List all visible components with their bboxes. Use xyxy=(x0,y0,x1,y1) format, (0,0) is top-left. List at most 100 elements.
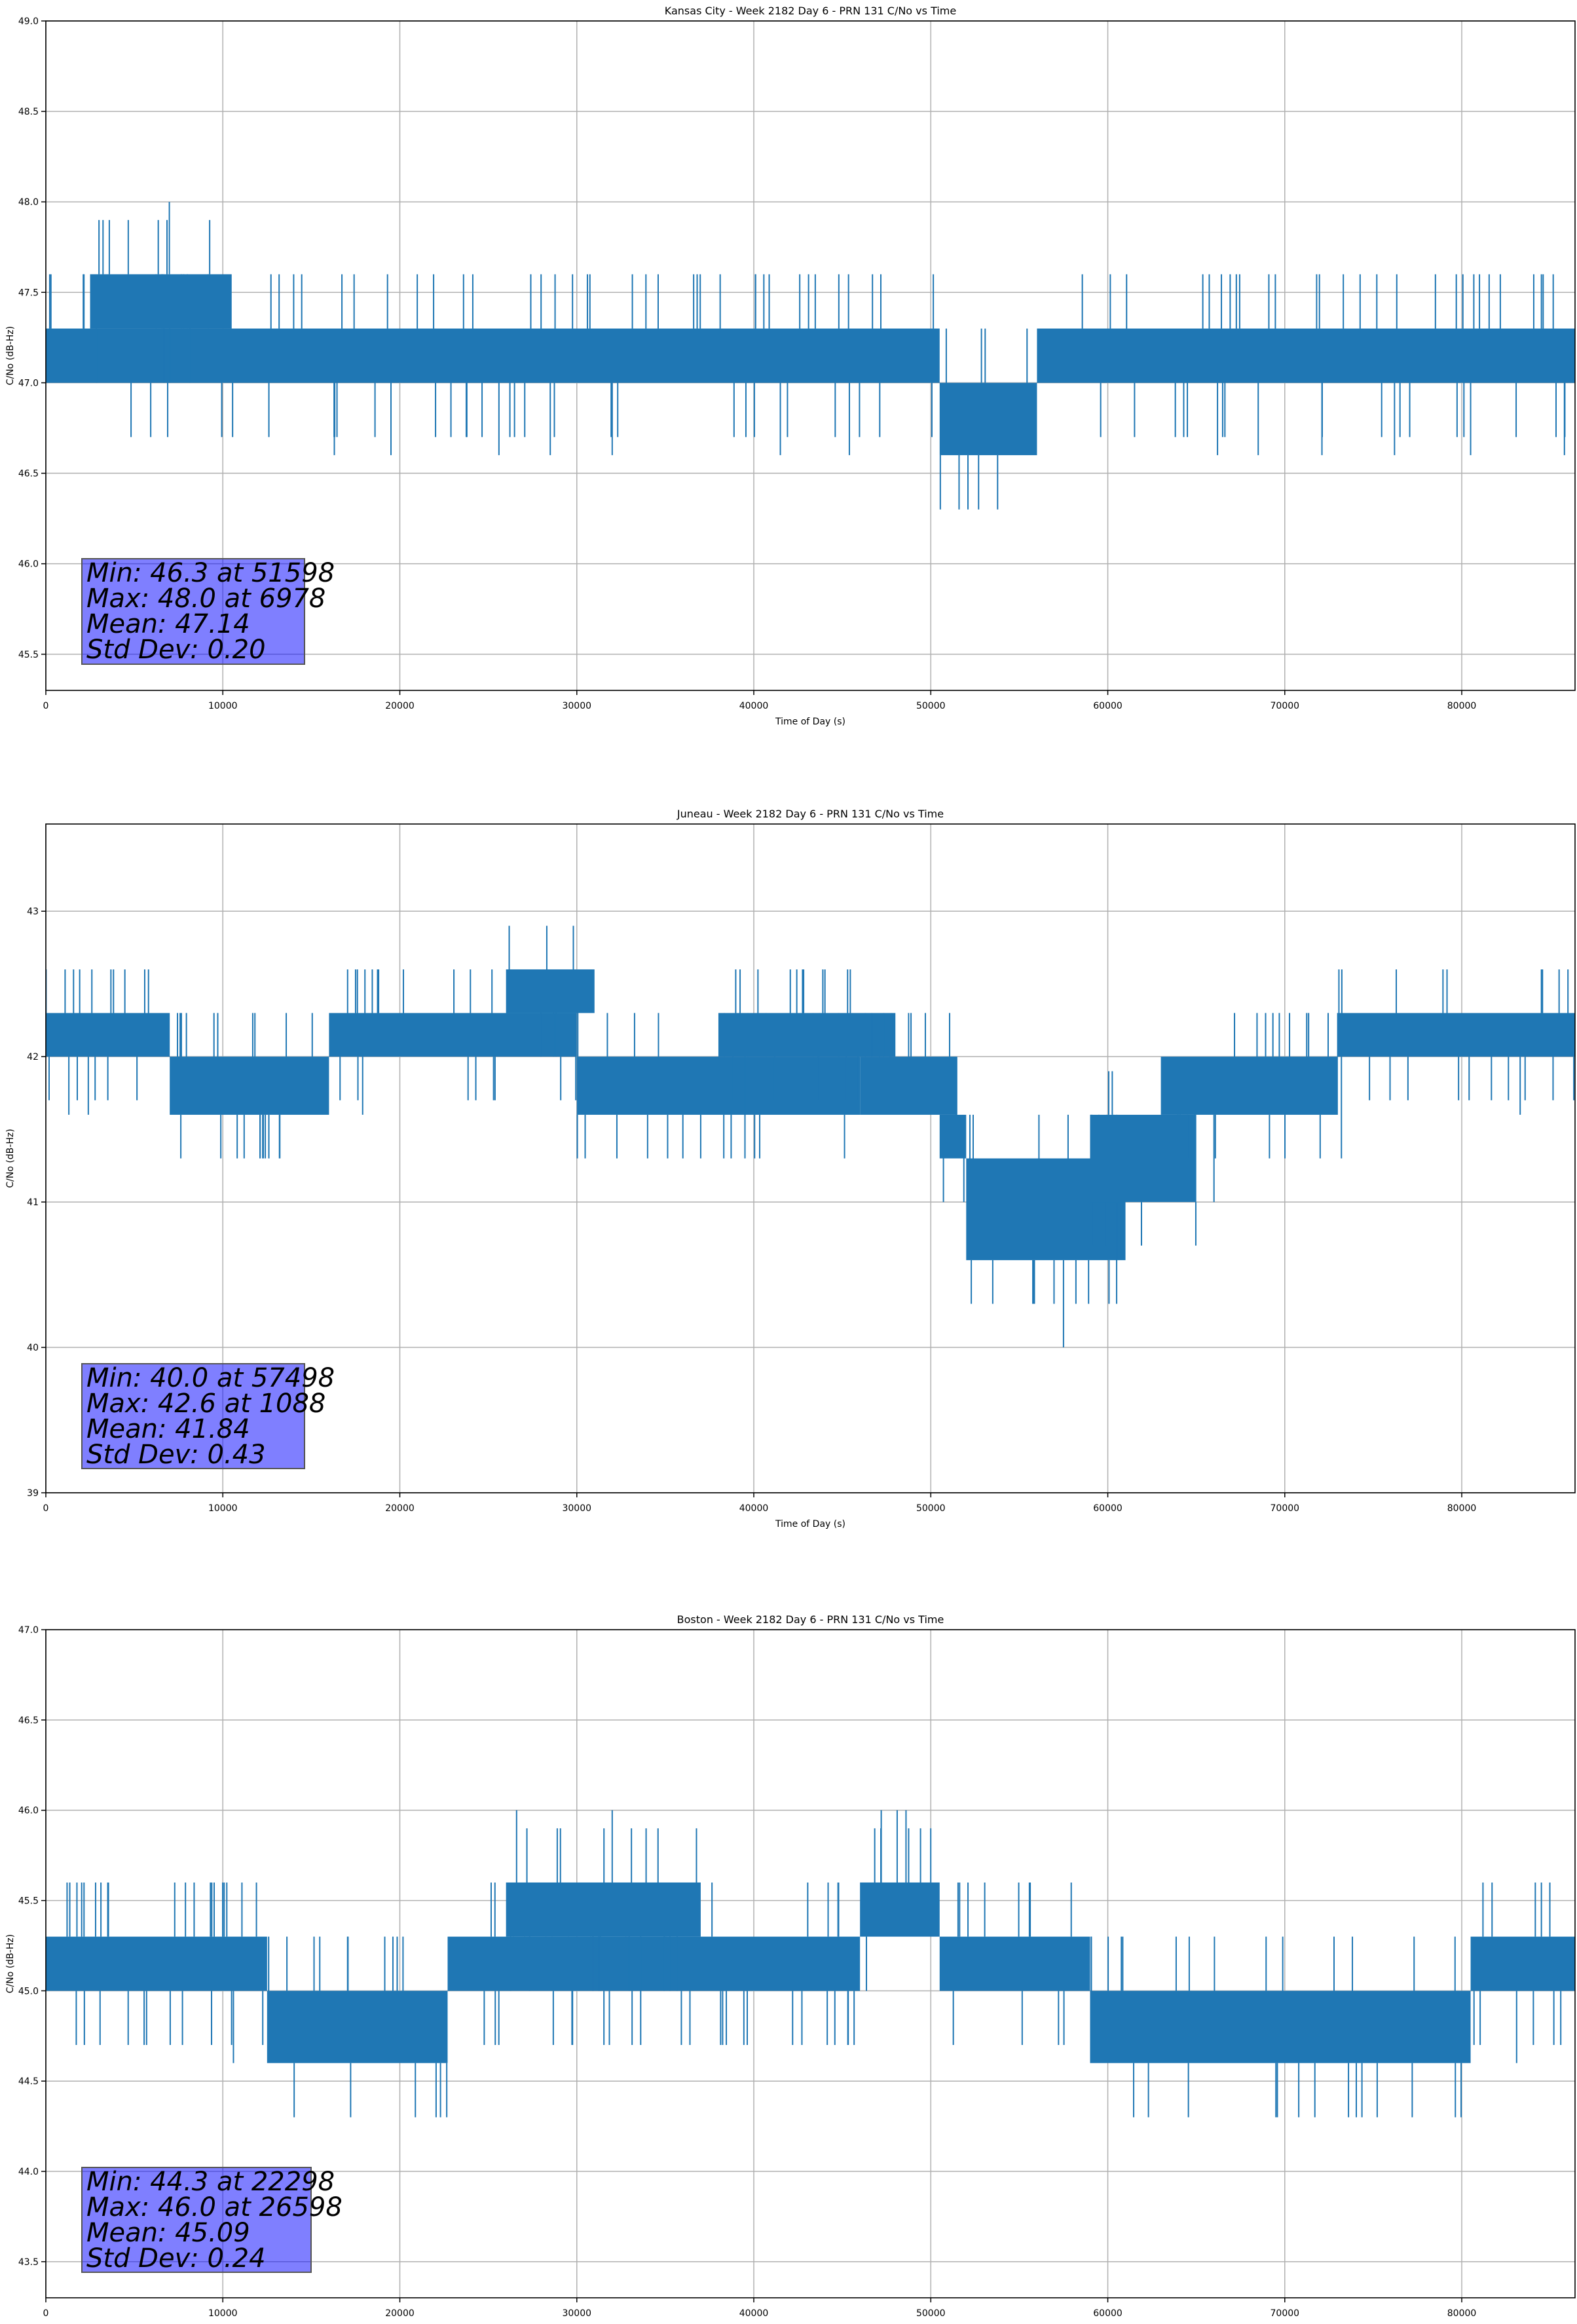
stats-line: Mean: 45.09 xyxy=(86,2218,250,2248)
x-axis-label: Time of Day (s) xyxy=(775,717,845,727)
y-tick-label: 44.5 xyxy=(18,2076,39,2087)
x-tick-label: 50000 xyxy=(916,701,946,711)
data-band xyxy=(1160,1057,1338,1115)
data-band xyxy=(939,383,1037,455)
x-tick-label: 30000 xyxy=(562,2308,591,2319)
chart-title: Kansas City - Week 2182 Day 6 - PRN 131 … xyxy=(665,5,956,17)
data-band xyxy=(170,1057,329,1115)
x-tick-label: 40000 xyxy=(739,701,769,711)
plot-frame xyxy=(45,20,1576,691)
series-line xyxy=(46,202,1575,510)
data-band xyxy=(576,1057,861,1115)
chart-panel-3: 0 10000 20000 30000 40000 50000 60000 70000 8000… xyxy=(5,1613,1576,2319)
x-tick-label: 80000 xyxy=(1447,2308,1477,2319)
y-tick-label: 43.5 xyxy=(18,2257,39,2268)
stats-line: Max: 48.0 at 6978 xyxy=(86,584,326,614)
x-tick-label: 0 xyxy=(43,701,49,711)
data-band xyxy=(506,969,595,1013)
chart-panel-1: 0 10000 20000 30000 40000 50000 60000 70000 8000… xyxy=(5,5,1576,727)
data-band xyxy=(46,328,940,383)
stats-line: Std Dev: 0.43 xyxy=(86,1440,266,1470)
x-tick-label: 60000 xyxy=(1093,701,1122,711)
data-band xyxy=(46,1936,267,1991)
x-axis-label: Time of Day (s) xyxy=(775,1519,845,1529)
data-band xyxy=(939,1114,967,1159)
stats-line: Mean: 41.84 xyxy=(86,1414,250,1444)
x-tick-label: 30000 xyxy=(562,701,591,711)
x-tick-label: 40000 xyxy=(739,1503,769,1514)
data-band xyxy=(939,1936,1090,1991)
data-band xyxy=(1337,1013,1575,1057)
x-tick-label: 0 xyxy=(43,2308,49,2319)
x-tick-label: 80000 xyxy=(1447,701,1477,711)
y-tick-label: 45.0 xyxy=(18,1986,39,1996)
x-tick-label: 10000 xyxy=(208,701,238,711)
data-band xyxy=(506,1882,701,1937)
x-tick-label: 80000 xyxy=(1447,1503,1477,1514)
stats-line: Mean: 47.14 xyxy=(86,609,250,639)
stats-line: Min: 44.3 at 22298 xyxy=(86,2167,335,2197)
data-band xyxy=(860,1057,957,1115)
x-tick-label: 10000 xyxy=(208,2308,238,2319)
y-tick-label: 46.0 xyxy=(18,1806,39,1816)
y-axis-label: C/No (dB-Hz) xyxy=(5,1129,16,1188)
x-tick-label: 30000 xyxy=(562,1503,591,1514)
x-tick-label: 70000 xyxy=(1271,2308,1300,2319)
stats-line: Std Dev: 0.24 xyxy=(86,2243,266,2274)
y-tick-label: 39 xyxy=(27,1488,39,1499)
y-tick-label: 48.0 xyxy=(18,197,39,208)
series-line xyxy=(46,926,1575,1348)
x-tick-label: 10000 xyxy=(208,1503,238,1514)
data-band xyxy=(46,1013,170,1057)
y-tick-label: 46.0 xyxy=(18,559,39,570)
y-tick-label: 43 xyxy=(27,907,39,917)
x-tick-label: 60000 xyxy=(1093,2308,1122,2319)
y-axis-label: C/No (dB-Hz) xyxy=(5,326,16,385)
stats-box: Min: 46.3 at 51598 Max: 48.0 at 6978 Mean:… xyxy=(81,558,335,665)
y-tick-label: 41 xyxy=(27,1197,39,1208)
y-axis-label: C/No (dB-Hz) xyxy=(5,1934,16,1993)
y-tick-label: 45.5 xyxy=(18,1896,39,1907)
data-band xyxy=(860,1882,940,1937)
y-tick-label: 48.5 xyxy=(18,107,39,117)
data-band xyxy=(90,274,232,329)
chart-panel-2: 0 10000 20000 30000 40000 50000 60000 70000 8000… xyxy=(5,808,1576,1529)
stats-line: Std Dev: 0.20 xyxy=(86,635,266,665)
x-tick-label: 70000 xyxy=(1271,1503,1300,1514)
chart-title: Juneau - Week 2182 Day 6 - PRN 131 C/No … xyxy=(677,808,944,820)
x-tick-label: 50000 xyxy=(916,2308,946,2319)
y-tick-label: 46.5 xyxy=(18,469,39,479)
data-band xyxy=(1090,1991,1471,2063)
data-band xyxy=(1090,1114,1197,1203)
data-band xyxy=(718,1013,896,1057)
x-tick-label: 70000 xyxy=(1271,701,1300,711)
x-tick-label: 60000 xyxy=(1093,1503,1122,1514)
y-tick-label: 49.0 xyxy=(18,16,39,27)
x-tick-label: 20000 xyxy=(385,1503,415,1514)
x-tick-label: 50000 xyxy=(916,1503,946,1514)
plot-frame xyxy=(45,1629,1576,2298)
stats-box: Min: 40.0 at 57498 Max: 42.6 at 1088 Mean:… xyxy=(81,1363,335,1470)
x-tick-label: 20000 xyxy=(385,2308,415,2319)
y-tick-label: 45.5 xyxy=(18,650,39,660)
y-tick-label: 47.0 xyxy=(18,378,39,388)
y-tick-label: 47.0 xyxy=(18,1625,39,1636)
data-band xyxy=(1037,328,1575,383)
x-tick-label: 20000 xyxy=(385,701,415,711)
y-tick-label: 46.5 xyxy=(18,1715,39,1726)
data-band xyxy=(267,1991,448,2063)
data-band xyxy=(447,1936,861,1991)
stats-line: Min: 46.3 at 51598 xyxy=(86,558,335,588)
stats-box: Min: 44.3 at 22298 Max: 46.0 at 26598 Mean… xyxy=(81,2167,343,2274)
plot-frame xyxy=(45,823,1576,1493)
chart-title: Boston - Week 2182 Day 6 - PRN 131 C/No … xyxy=(677,1613,944,1626)
x-tick-label: 40000 xyxy=(739,2308,769,2319)
y-tick-label: 42 xyxy=(27,1052,39,1062)
data-band xyxy=(1470,1936,1575,1991)
x-tick-label: 0 xyxy=(43,1503,49,1514)
y-tick-label: 44.0 xyxy=(18,2167,39,2177)
stats-line: Max: 42.6 at 1088 xyxy=(86,1389,326,1419)
y-tick-label: 47.5 xyxy=(18,288,39,298)
series-line xyxy=(46,1810,1575,2118)
